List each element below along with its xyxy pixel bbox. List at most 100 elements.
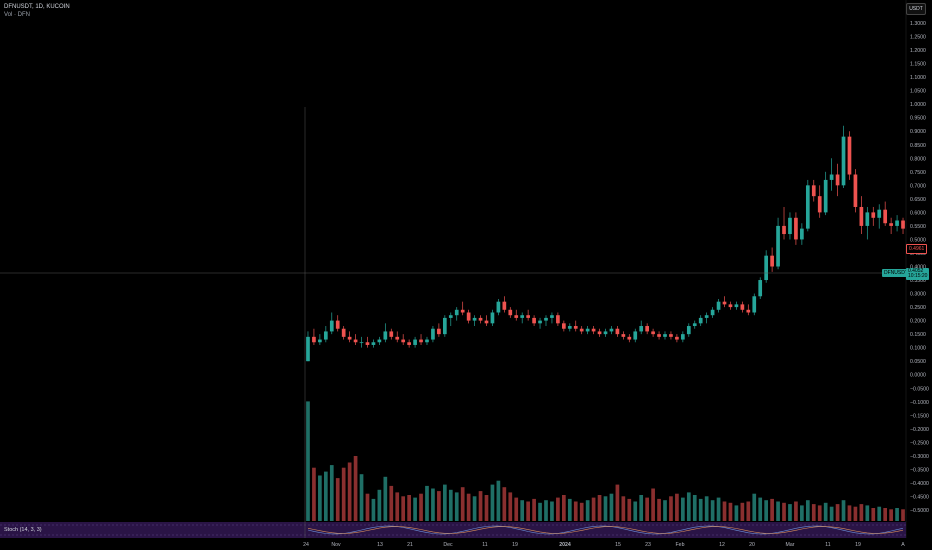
volume-bar xyxy=(472,496,477,521)
y-tick-label: 0.9000 xyxy=(910,129,926,135)
y-tick-label: −0.5000 xyxy=(910,508,929,514)
volume-bar xyxy=(454,492,459,521)
volume-bar xyxy=(865,505,870,521)
volume-bar xyxy=(681,497,685,521)
candle-body xyxy=(312,336,316,343)
volume-bar xyxy=(371,498,376,521)
volume-bar xyxy=(752,493,757,521)
candle-body xyxy=(823,179,828,213)
candle-body xyxy=(746,309,751,313)
stoch-d-line xyxy=(307,526,904,534)
y-tick-label: 1.0000 xyxy=(910,102,926,108)
candle-body xyxy=(776,225,780,267)
x-tick-label: Dec xyxy=(443,542,453,548)
volume-bar xyxy=(520,500,525,521)
candle-body xyxy=(556,315,560,324)
candle-body xyxy=(835,174,840,186)
candle-body xyxy=(728,304,733,308)
candle-body xyxy=(401,339,406,343)
volume-bar xyxy=(573,501,578,521)
y-tick-label: −0.3500 xyxy=(910,467,929,473)
candle-body xyxy=(681,334,685,340)
volume-bar xyxy=(306,401,310,521)
x-tick-label: 2024 xyxy=(559,542,571,548)
volume-bar xyxy=(817,505,822,521)
y-tick-label: 0.8500 xyxy=(910,143,926,149)
crosshair xyxy=(0,107,906,538)
volume-bar xyxy=(883,508,888,521)
candle-body xyxy=(817,196,822,213)
candle-body xyxy=(562,323,566,329)
volume-bar xyxy=(645,497,649,521)
volume-bar xyxy=(686,492,691,521)
volume-bar xyxy=(556,497,560,521)
volume-bar xyxy=(800,505,804,521)
volume-bar xyxy=(413,497,417,521)
volume-bar xyxy=(341,467,346,521)
candle-body xyxy=(454,309,459,316)
candle-body xyxy=(788,217,792,235)
candle-body xyxy=(829,174,834,180)
volume-bar xyxy=(448,489,453,521)
volume-bar xyxy=(758,497,763,521)
volume-bar xyxy=(490,484,495,521)
volume-bar xyxy=(508,492,513,521)
volume-bar xyxy=(633,501,638,521)
volume-bar xyxy=(425,485,429,521)
candle-body xyxy=(371,342,376,345)
volume-bar xyxy=(675,493,679,521)
volume-bar xyxy=(782,502,786,521)
y-tick-label: −0.3000 xyxy=(910,454,929,460)
volume-bar xyxy=(746,501,751,521)
volume-bar xyxy=(514,497,519,521)
volume-bar xyxy=(419,493,423,521)
volume-bar xyxy=(407,495,411,521)
volume-bar xyxy=(312,467,316,521)
y-tick-label: 1.1000 xyxy=(910,75,926,81)
candle-body xyxy=(318,339,322,343)
candle-body xyxy=(377,339,382,343)
volume-bar xyxy=(544,500,548,521)
stochastic-pane xyxy=(0,522,906,538)
volume-bar xyxy=(609,493,614,521)
candle-body xyxy=(782,225,786,235)
candle-body xyxy=(847,136,852,175)
candle-body xyxy=(675,336,679,340)
y-tick-label: 0.9500 xyxy=(910,116,926,122)
x-tick-label: 13 xyxy=(377,542,383,548)
y-tick-label: 0.1000 xyxy=(910,346,926,352)
candle-body xyxy=(877,209,882,218)
candle-body xyxy=(651,331,655,335)
volume-bar xyxy=(692,495,697,521)
x-tick-label: 19 xyxy=(855,542,861,548)
volume-bar xyxy=(621,496,626,521)
currency-button[interactable]: USDT xyxy=(906,3,926,15)
volume-bar xyxy=(431,488,435,521)
volume-bar xyxy=(704,496,709,521)
y-tick-label: 0.1500 xyxy=(910,332,926,338)
y-tick-label: −0.4000 xyxy=(910,481,929,487)
volume-bar xyxy=(901,509,905,521)
candle-body xyxy=(419,339,423,343)
x-tick-label: 20 xyxy=(749,542,755,548)
y-tick-label: 0.3000 xyxy=(910,292,926,298)
volume-bar xyxy=(728,502,733,521)
candle-body xyxy=(323,331,328,340)
y-tick-label: 0.5000 xyxy=(910,237,926,243)
candle-body xyxy=(365,342,370,345)
candle-body xyxy=(520,315,525,318)
candle-body xyxy=(752,296,757,313)
y-tick-label: −0.1000 xyxy=(910,400,929,406)
x-tick-label: 12 xyxy=(719,542,725,548)
volume-bar xyxy=(776,501,780,521)
candle-body xyxy=(395,336,400,340)
volume-bar xyxy=(496,480,501,521)
y-tick-label: 0.3500 xyxy=(910,278,926,284)
volume-bar xyxy=(567,498,572,521)
x-tick-label: Feb xyxy=(676,542,685,548)
candle-body xyxy=(544,317,548,321)
candle-body xyxy=(794,217,798,240)
volume-bar xyxy=(383,476,388,521)
candle-body xyxy=(716,301,721,310)
